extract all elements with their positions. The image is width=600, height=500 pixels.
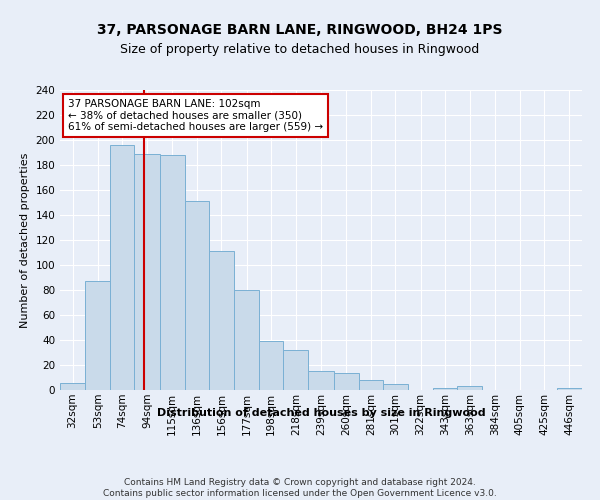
Bar bbox=[283, 350, 308, 390]
Bar bbox=[85, 281, 110, 390]
Bar bbox=[160, 155, 185, 390]
Bar bbox=[383, 384, 408, 390]
Bar bbox=[259, 341, 283, 390]
Bar bbox=[209, 251, 234, 390]
Text: 37 PARSONAGE BARN LANE: 102sqm
← 38% of detached houses are smaller (350)
61% of: 37 PARSONAGE BARN LANE: 102sqm ← 38% of … bbox=[68, 99, 323, 132]
Y-axis label: Number of detached properties: Number of detached properties bbox=[20, 152, 30, 328]
Text: 37, PARSONAGE BARN LANE, RINGWOOD, BH24 1PS: 37, PARSONAGE BARN LANE, RINGWOOD, BH24 … bbox=[97, 22, 503, 36]
Bar bbox=[308, 371, 334, 390]
Bar bbox=[185, 201, 209, 390]
Bar bbox=[60, 382, 85, 390]
Bar bbox=[557, 388, 582, 390]
Text: Contains HM Land Registry data © Crown copyright and database right 2024.
Contai: Contains HM Land Registry data © Crown c… bbox=[103, 478, 497, 498]
Bar bbox=[457, 386, 482, 390]
Bar bbox=[134, 154, 160, 390]
Bar bbox=[234, 290, 259, 390]
Text: Size of property relative to detached houses in Ringwood: Size of property relative to detached ho… bbox=[121, 42, 479, 56]
Bar bbox=[433, 388, 457, 390]
Bar bbox=[334, 372, 359, 390]
Bar bbox=[359, 380, 383, 390]
Bar bbox=[110, 145, 134, 390]
Text: Distribution of detached houses by size in Ringwood: Distribution of detached houses by size … bbox=[157, 408, 485, 418]
